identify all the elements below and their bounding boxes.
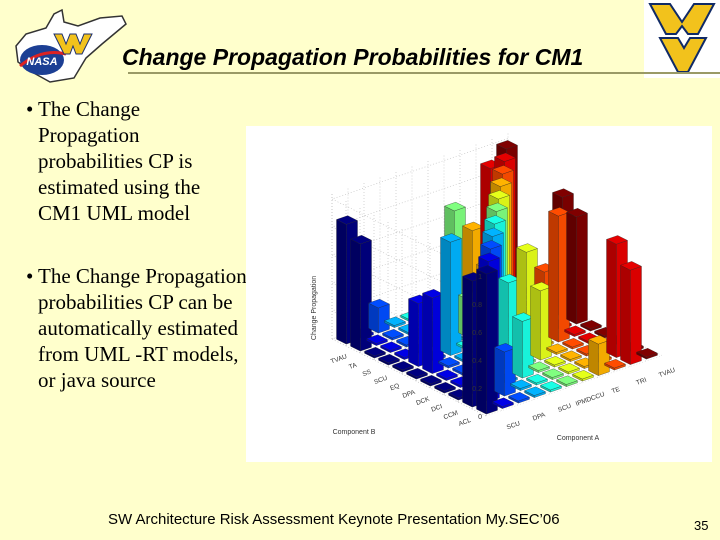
chart-bar: [438, 357, 460, 369]
chart-bar: [580, 320, 602, 332]
y-tick-label: TA: [348, 362, 358, 371]
z-tick-label: 0.4: [472, 358, 482, 365]
x-tick-label: IPMDCCU: [575, 391, 606, 408]
chart-bar: [560, 350, 582, 362]
chart-bar: [380, 341, 402, 353]
chart-bar: [528, 361, 550, 373]
chart-bar: [366, 334, 388, 346]
chart-bar: [434, 382, 456, 394]
y-tick-label: DCI: [430, 403, 443, 413]
x-tick-label: TE: [611, 386, 622, 396]
chart-bar: [384, 316, 406, 328]
nasa-logo-text: NASA: [26, 56, 57, 68]
chart-bar: [546, 343, 568, 355]
chart-bar: [588, 335, 610, 376]
chart-bar: [440, 233, 462, 356]
z-tick-label: 0: [478, 414, 482, 421]
chart-bar: [548, 207, 570, 343]
chart-bar: [556, 375, 578, 387]
bullet-symbol: •: [26, 97, 34, 121]
chart-bar: [420, 375, 442, 387]
nasa-wv-logo: NASA: [4, 4, 128, 84]
z-tick-label: 0.2: [472, 386, 482, 393]
bullet-text: The Change Propagation probabilities CP …: [38, 264, 247, 392]
chart-bar: [350, 235, 372, 352]
chart-bars: [336, 140, 658, 415]
y-axis-label: Component B: [333, 429, 376, 436]
chart-bar: [494, 343, 516, 397]
x-tick-label: SCU: [557, 402, 573, 413]
chart-bar: [392, 361, 414, 373]
x-tick-label: SCU: [506, 420, 522, 431]
z-tick-label: 1: [478, 274, 482, 281]
chart-bar: [544, 356, 566, 368]
x-tick-label: TRI: [635, 377, 647, 387]
chart-bar: [558, 363, 580, 375]
z-tick-label: 0.6: [472, 330, 482, 337]
chart-bar: [562, 338, 584, 350]
chart-bar: [620, 261, 642, 365]
bullet-item: • The Change Propagation probabilities C…: [26, 96, 241, 226]
y-tick-label: ACL: [458, 417, 473, 428]
y-tick-label: TVAU: [330, 353, 349, 365]
slide-title: Change Propagation Probabilities for CM1: [122, 44, 584, 70]
slide-footer: SW Architecture Risk Assessment Keynote …: [108, 511, 560, 528]
chart-bar: [378, 354, 400, 366]
chart-bar: [476, 265, 498, 415]
chart-bar: [510, 379, 532, 391]
chart-bar: [436, 369, 458, 381]
y-tick-label: EQ: [389, 382, 400, 392]
chart-bar: [540, 381, 562, 393]
y-tick-label: SCU: [373, 375, 389, 386]
x-tick-label: DPA: [532, 411, 547, 422]
y-tick-label: DCK: [415, 396, 431, 407]
chart-bar: [604, 359, 626, 371]
bullet-item: • The Change Propagation probabilities C…: [26, 263, 248, 393]
chart-bar: [572, 370, 594, 382]
chart-bar: [566, 208, 588, 325]
chart-bar: [368, 299, 390, 334]
z-axis-ticks: 0 0.2 0.4 0.6 0.8 1: [472, 274, 482, 421]
chart-svg: 00.20.40.60.81 SCUDPASCUIPMDCCUTETRITVAU…: [311, 131, 677, 442]
title-divider: [128, 72, 720, 74]
chart-bar: [492, 397, 514, 409]
page-number: 35: [694, 518, 709, 533]
chart-bar: [508, 392, 530, 404]
y-tick-label: DPA: [402, 389, 417, 400]
chart-bar: [526, 374, 548, 386]
y-tick-label: SS: [362, 368, 373, 378]
chart-bar: [382, 329, 404, 341]
chart-bar: [524, 386, 546, 398]
bullet-symbol: •: [26, 264, 34, 288]
x-axis-label: Component A: [557, 435, 600, 442]
z-tick-label: 0.8: [472, 302, 482, 309]
chart-bar: [636, 348, 658, 360]
change-propagation-3d-bar-chart: 0 0.2 0.4 0.6 0.8 1 SCU DPA SCU IPMDCCU TE TRI TVAU…: [246, 126, 712, 462]
wvu-logo: [644, 0, 720, 78]
bullet-text: The Change Propagation probabilities CP …: [38, 97, 201, 225]
chart-bar: [364, 347, 386, 359]
z-axis-label: Change Propagation: [311, 276, 318, 340]
chart-bar: [406, 368, 428, 380]
chart-bar: [542, 368, 564, 380]
x-tick-label: TVAU: [658, 367, 677, 379]
chart-bar: [564, 325, 586, 337]
y-tick-label: CCM: [443, 410, 459, 422]
